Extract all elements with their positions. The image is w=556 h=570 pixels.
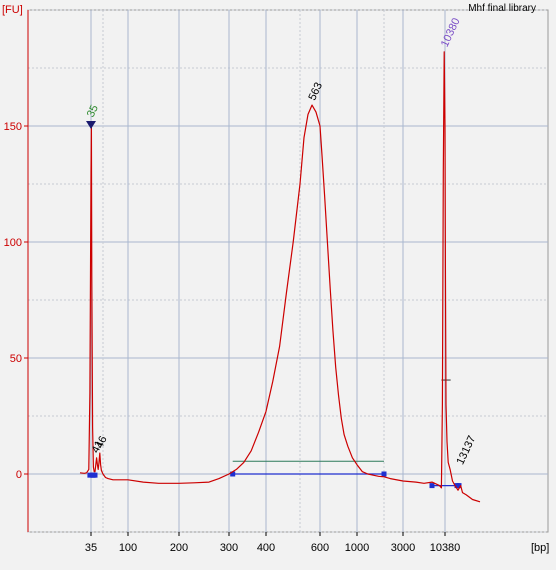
plot-area — [27, 9, 549, 533]
axis-layer: 0 50 100 150 35 100 200 300 400 600 1000 3000 10380 — [4, 10, 461, 554]
region-markers — [87, 379, 462, 489]
x-axis-label: [bp] — [531, 542, 549, 554]
x-tick-label: 300 — [220, 542, 238, 554]
peak-label: 46 — [94, 434, 110, 450]
region-marker — [456, 483, 462, 489]
peak-label: 35 — [85, 103, 101, 119]
region-marker — [381, 471, 387, 477]
x-tick-label: 3000 — [391, 542, 415, 554]
x-tick-label: 10380 — [430, 542, 461, 554]
ladder-marker-icon — [86, 121, 96, 129]
x-tick-label: 200 — [170, 542, 188, 554]
y-tick-label: 100 — [4, 237, 22, 249]
y-tick-label: 0 — [16, 469, 22, 481]
region-marker — [230, 471, 236, 477]
x-tick-label: 1000 — [345, 542, 369, 554]
series-line — [79, 51, 481, 503]
x-tick-label: 35 — [85, 542, 97, 554]
region-marker — [87, 472, 93, 478]
peak-label: 41 — [90, 439, 106, 455]
region-marker — [429, 483, 435, 489]
x-tick-label: 100 — [119, 542, 137, 554]
y-tick-label: 50 — [10, 353, 22, 365]
x-tick-label: 600 — [311, 542, 329, 554]
series-layer — [79, 51, 481, 503]
y-axis-label: [FU] — [2, 4, 23, 16]
chart-title: Mhf final library — [468, 3, 536, 14]
region-marker — [92, 472, 98, 478]
x-tick-label: 400 — [257, 542, 275, 554]
y-tick-label: 150 — [4, 121, 22, 133]
